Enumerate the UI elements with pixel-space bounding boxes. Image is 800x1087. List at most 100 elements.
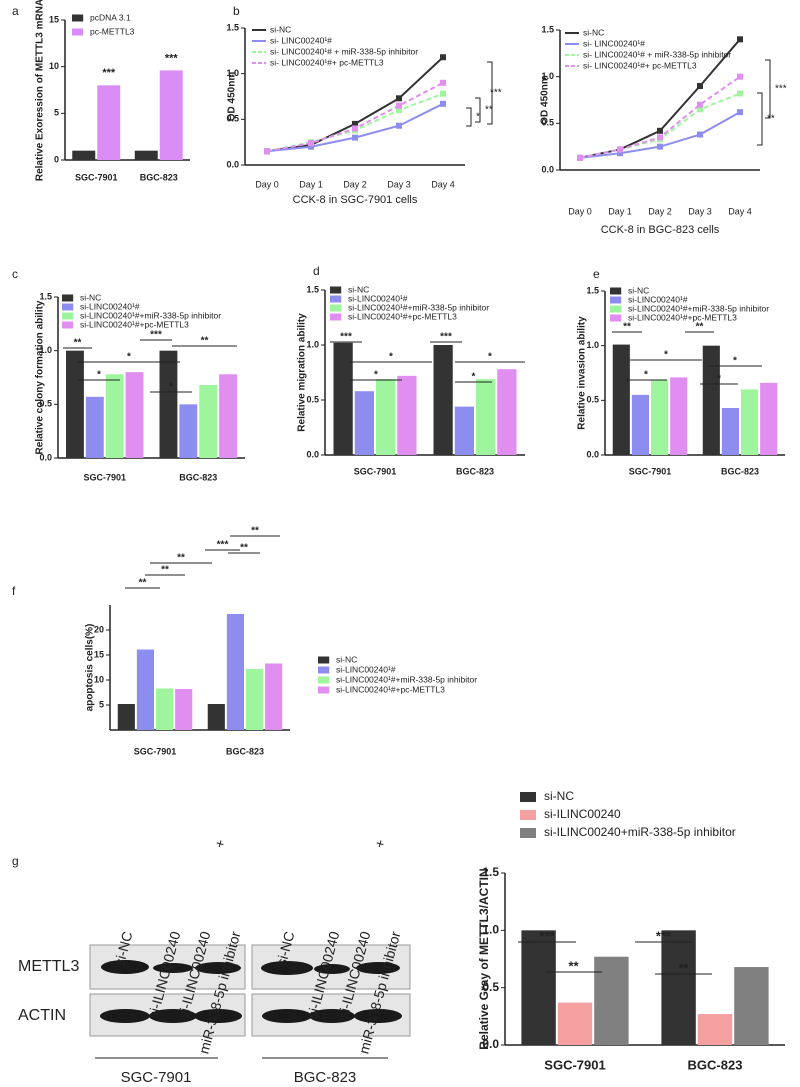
y-tick-label: 0.5 xyxy=(541,118,554,128)
y-tick-label: 20 xyxy=(94,624,104,634)
x-tick-label: SGC-7901 xyxy=(83,472,126,482)
x-tick-label: SGC-7901 xyxy=(75,172,118,182)
bar xyxy=(97,85,121,160)
significance: ** xyxy=(240,543,248,554)
chart: 0.0 0.5 1.0 1.5 OD 450nm CCK-8 in BGC-823 cel… xyxy=(540,24,787,236)
band xyxy=(149,1009,197,1023)
significance: ** xyxy=(678,960,689,975)
marker xyxy=(440,100,446,107)
marker xyxy=(697,101,703,108)
significance: ** xyxy=(568,958,579,973)
bar xyxy=(497,369,517,455)
legend-label: si- LINC00240¹# xyxy=(270,35,332,45)
y-tick-label: 0 xyxy=(54,154,59,164)
y-tick-label: 0.0 xyxy=(541,164,554,174)
significance: ** xyxy=(139,578,147,589)
legend-label: si-LINC00240¹#+pc-METTL3 xyxy=(336,684,445,694)
legend-label: si-LINC00240¹#+miR-338-5p inhibitor xyxy=(628,303,769,313)
y-tick-label: 1.5 xyxy=(586,285,599,295)
marker xyxy=(737,36,743,43)
y-tick-label: 1.0 xyxy=(586,340,599,350)
legend-swatch xyxy=(520,828,536,838)
legend-swatch xyxy=(520,792,536,802)
y-tick-label: 0.5 xyxy=(226,114,239,124)
significance: *** xyxy=(490,88,502,99)
marker xyxy=(264,148,270,155)
y-tick-label: 0.5 xyxy=(482,980,499,994)
significance: *** xyxy=(440,332,452,343)
x-tick-label: BGC-823 xyxy=(456,466,494,476)
x-tick-label: Day 4 xyxy=(728,206,752,216)
marker xyxy=(657,134,663,141)
bar xyxy=(760,382,778,455)
legend-swatch xyxy=(318,686,330,694)
y-tick-label: 1.5 xyxy=(306,284,319,294)
legend-label: si-LINC00240¹# xyxy=(336,664,396,674)
y-tick-label: 5 xyxy=(99,699,104,709)
bar xyxy=(66,350,84,458)
marker xyxy=(352,120,358,127)
bar xyxy=(594,956,629,1045)
chart: b 0.0 0.5 1.0 1.5 OD 450nm CCK-8 in SGC-7901 c… xyxy=(226,4,501,206)
panel-label: c xyxy=(12,267,18,281)
y-tick-label: 0.0 xyxy=(226,159,239,169)
y-axis-label: apoptosis cells(%) xyxy=(85,624,96,712)
bar xyxy=(85,396,104,458)
significance: ** xyxy=(485,105,493,116)
significance: * xyxy=(733,356,737,367)
legend-label: si-ILINC00240 xyxy=(544,807,621,821)
legend-label: si- LINC00240¹#+ pc-METTL3 xyxy=(583,60,697,70)
x-tick-label: Day 4 xyxy=(431,179,455,189)
y-tick-label: 1.0 xyxy=(306,339,319,349)
x-tick-label: Day 0 xyxy=(255,179,279,189)
legend-label: si-LINC00240¹#+miR-338-5p inhibitor xyxy=(336,674,477,684)
x-tick-label: BGC-823 xyxy=(140,172,178,182)
y-tick-label: 0.5 xyxy=(306,394,319,404)
legend-swatch xyxy=(330,295,342,303)
y-axis-label: Relative migration ability xyxy=(297,313,308,432)
bar xyxy=(246,669,264,730)
bar xyxy=(721,407,739,455)
legend-label: si-LINC00240¹#+pc-METTL3 xyxy=(348,311,457,321)
legend-label: si-LINC00240¹#+pc-METTL3 xyxy=(628,312,737,322)
band xyxy=(100,1009,150,1023)
bar xyxy=(219,374,237,458)
significance: *** xyxy=(656,928,672,943)
bar xyxy=(159,70,183,160)
significance: * xyxy=(169,382,173,393)
significance: ** xyxy=(161,565,169,576)
bands xyxy=(100,960,402,1023)
legend-label: si-LINC00240¹# xyxy=(348,293,408,303)
band xyxy=(314,964,350,974)
x-tick-label: BGC-823 xyxy=(179,472,217,482)
legend-swatch xyxy=(610,296,622,304)
significance: * xyxy=(644,370,648,381)
band xyxy=(262,1009,312,1023)
x-tick-label: SGC-7901 xyxy=(629,466,672,476)
x-axis-label: CCK-8 in BGC-823 cells xyxy=(601,224,720,236)
legend-swatch xyxy=(330,313,342,321)
x-tick-label: BGC-823 xyxy=(688,1057,743,1072)
significance: *** xyxy=(775,84,787,95)
bracket xyxy=(466,107,472,127)
significance: ** xyxy=(251,526,259,537)
lane-label: + xyxy=(371,838,389,850)
bar xyxy=(702,345,720,455)
significance: * xyxy=(476,112,480,123)
y-tick-label: 0.0 xyxy=(39,452,52,462)
y-tick-label: 1.0 xyxy=(541,71,554,81)
legend-label: si-NC xyxy=(270,24,291,34)
legend-swatch xyxy=(330,286,342,294)
marker xyxy=(308,140,314,147)
band xyxy=(153,963,193,973)
legend-swatch xyxy=(520,810,536,820)
bar xyxy=(72,150,96,160)
bar xyxy=(134,150,158,160)
legend-label: si-LINC00240¹# xyxy=(628,294,688,304)
marker xyxy=(577,154,583,161)
x-tick-label: Day 3 xyxy=(387,179,411,189)
band xyxy=(356,962,400,974)
x-tick-label: SGC-7901 xyxy=(134,746,177,756)
bar xyxy=(433,345,453,455)
